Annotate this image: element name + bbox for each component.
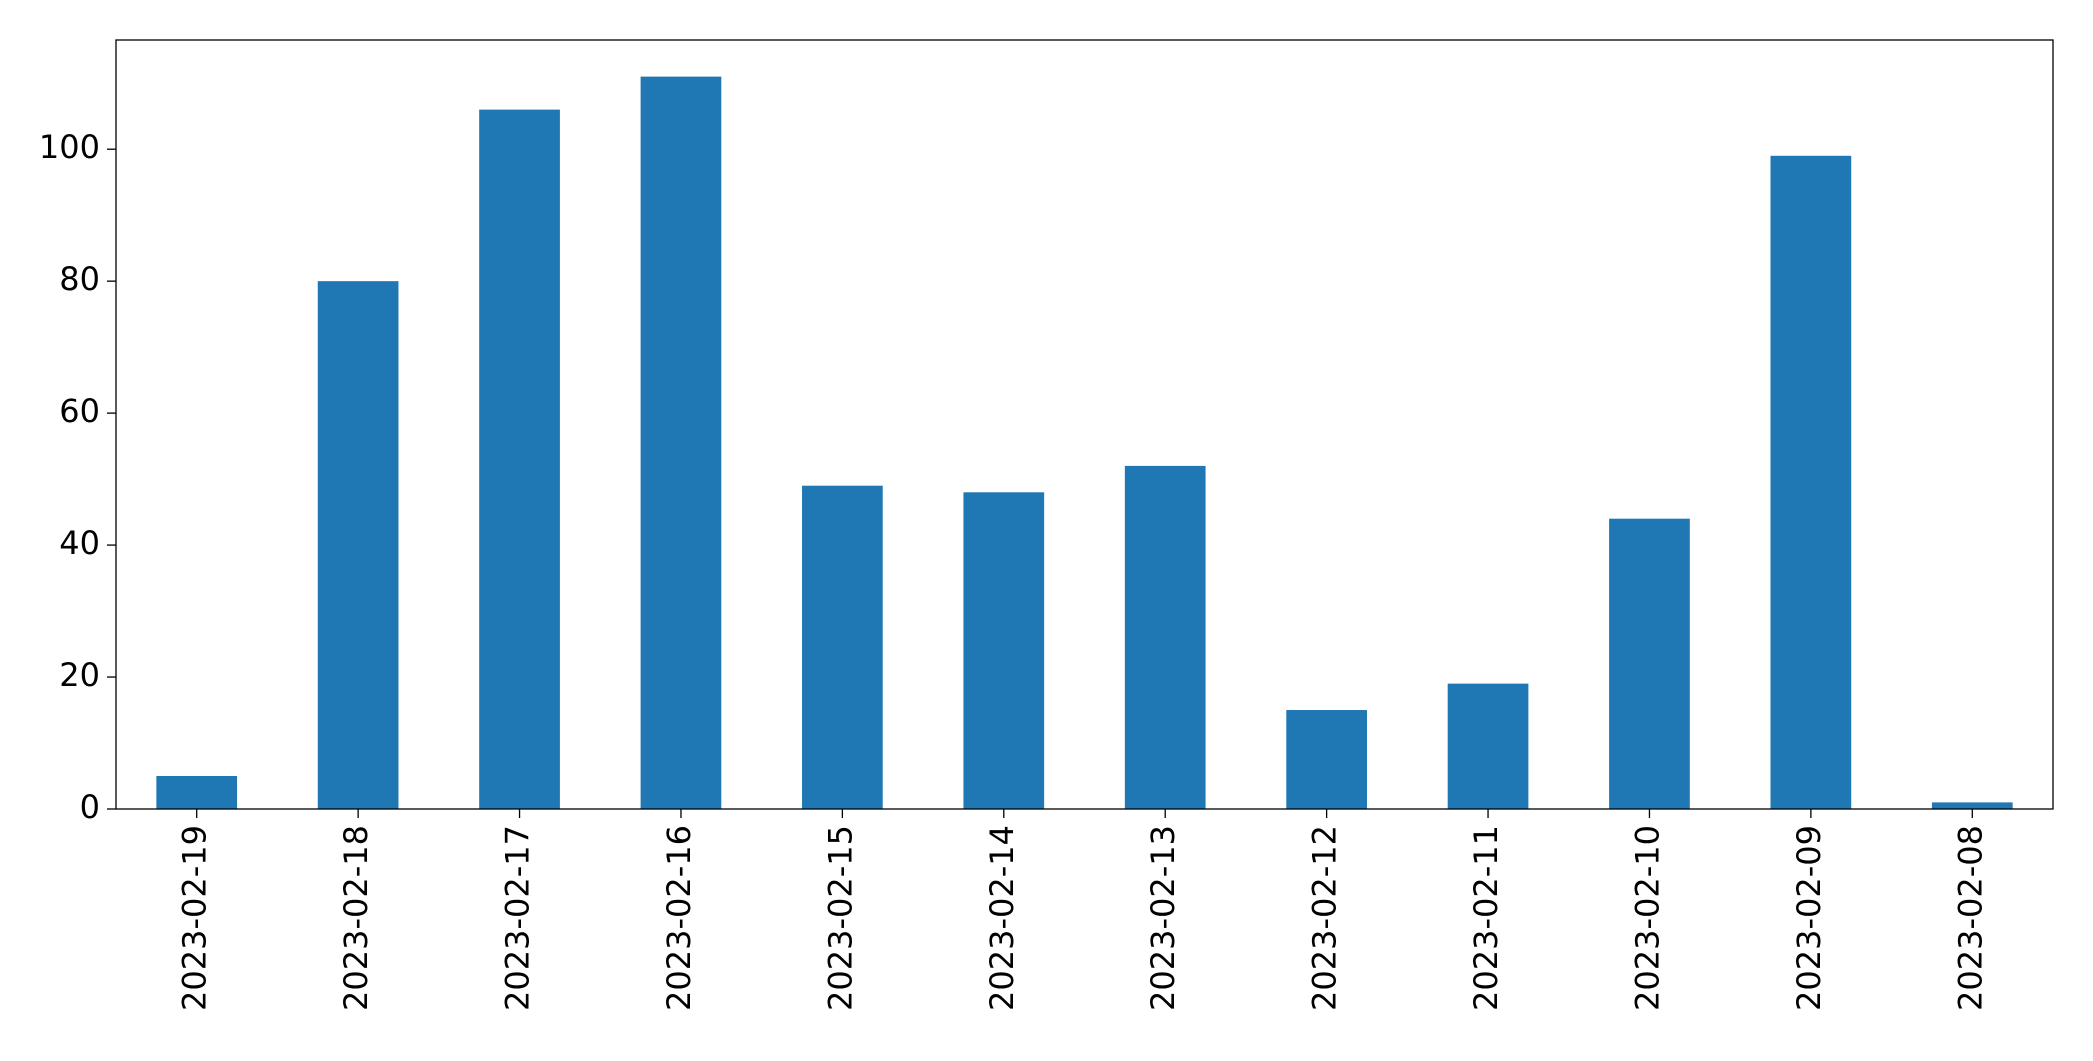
bar [317, 281, 399, 810]
bar [1770, 155, 1852, 810]
bar [802, 485, 883, 809]
bar [479, 109, 560, 809]
y-tick-label: 100 [39, 128, 100, 166]
x-tick-label: 2023-02-09 [1790, 825, 1828, 1011]
y-tick-label: 20 [59, 656, 100, 694]
y-tick-label: 40 [59, 524, 100, 562]
y-tick-label: 60 [59, 392, 100, 430]
x-tick-label: 2023-02-13 [1144, 825, 1182, 1011]
x-tick-label: 2023-02-18 [337, 825, 375, 1011]
bar [1931, 802, 2013, 809]
x-tick-label: 2023-02-10 [1628, 825, 1666, 1011]
bar [963, 492, 1045, 809]
plot-frame [115, 39, 2054, 810]
bar [640, 76, 722, 810]
x-tick-label: 2023-02-11 [1467, 825, 1505, 1011]
bar [1124, 465, 1206, 809]
y-tick-label: 80 [59, 260, 100, 298]
x-tick-label: 2023-02-12 [1306, 825, 1344, 1011]
x-tick-label: 2023-02-14 [983, 825, 1021, 1011]
x-tick-label: 2023-02-16 [660, 825, 698, 1011]
x-tick-label: 2023-02-17 [499, 825, 537, 1011]
bar [1447, 683, 1529, 809]
bar [1286, 710, 1367, 809]
x-tick-label: 2023-02-15 [821, 825, 859, 1011]
x-tick-label: 2023-02-08 [1951, 825, 1989, 1011]
bar [156, 776, 238, 809]
x-tick-label: 2023-02-19 [176, 825, 214, 1011]
bar [1609, 518, 1690, 809]
y-tick-label: 0 [80, 788, 100, 826]
